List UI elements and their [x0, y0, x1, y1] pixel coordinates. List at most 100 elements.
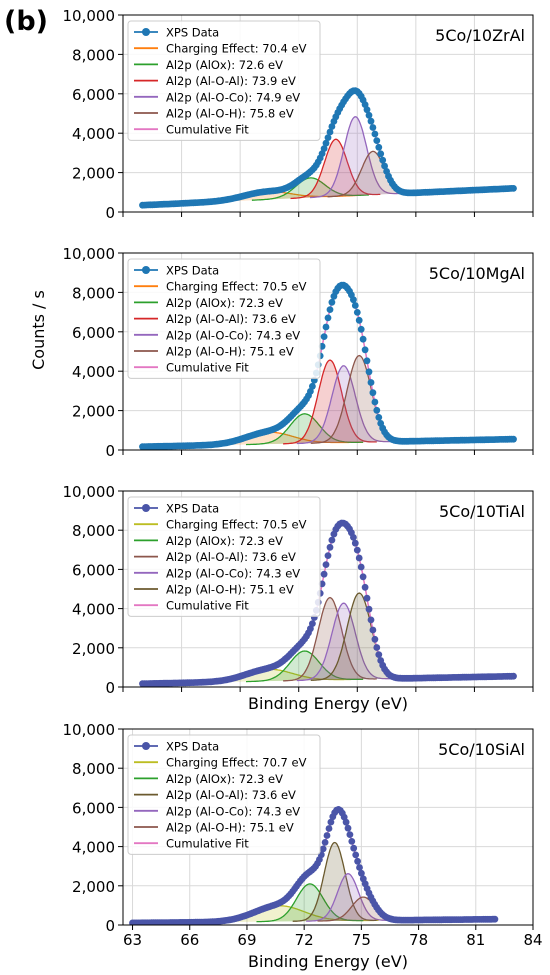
xps-data-point — [510, 185, 517, 192]
xps-data-point — [327, 818, 335, 826]
legend-box — [127, 496, 321, 617]
peak-line-2 — [251, 177, 370, 201]
legend: XPS Data Charging Effect: 70.5 eV Al2p (Al… — [127, 258, 321, 379]
x-tick-label: 78 — [409, 931, 428, 949]
legend-marker — [142, 504, 150, 512]
y-tick-label: 0 — [105, 442, 115, 460]
xps-data-point — [324, 134, 332, 142]
y-tick-label: 4,000 — [72, 363, 115, 381]
legend-box — [127, 20, 321, 141]
legend-label: Al2p (Al-O-Co): 74.3 eV — [166, 328, 300, 342]
xps-data-point — [320, 570, 328, 578]
xps-data-point — [328, 536, 336, 544]
y-tick-label: 8,000 — [72, 284, 115, 302]
legend-marker — [142, 742, 150, 750]
y-tick-label: 4,000 — [72, 601, 115, 619]
axes-frame — [122, 252, 534, 451]
xps-data-point — [321, 839, 329, 846]
xps-data-point — [357, 325, 365, 333]
xps-data-point — [369, 626, 377, 634]
peak-fill-1 — [180, 905, 379, 923]
xps-data-point — [363, 106, 371, 114]
y-tick-label: 4,000 — [72, 839, 115, 857]
xps-data-point — [365, 605, 373, 613]
sample-label: 5Co/10TiAl — [439, 502, 525, 521]
axes-frame — [122, 490, 534, 688]
peak-line-4 — [296, 602, 391, 682]
peak-fill-5 — [310, 593, 408, 681]
x-tick-label: 72 — [295, 931, 314, 949]
peak-fill-2 — [246, 651, 364, 682]
legend: XPS Data Charging Effect: 70.5 eV Al2p (Al… — [127, 496, 321, 617]
xps-data-point — [350, 844, 358, 852]
peak-fill-3 — [290, 139, 381, 199]
peak-line-3 — [290, 138, 381, 200]
xps-data-point — [348, 838, 356, 845]
legend-label: XPS Data — [166, 740, 219, 754]
xps-data-point — [307, 388, 314, 395]
y-tick-label: 0 — [105, 917, 115, 935]
legend: XPS Data Charging Effect: 70.7 eV Al2p (Al… — [127, 734, 321, 855]
xps-data-point — [373, 137, 381, 145]
y-tick-label: 10,000 — [63, 721, 116, 739]
legend-label: Al2p (Al-O-Al): 73.6 eV — [166, 550, 296, 564]
legend-label: Al2p (Al-O-H): 75.1 eV — [166, 583, 294, 597]
y-tick-label: 6,000 — [72, 324, 115, 342]
xps-data-series — [139, 281, 517, 450]
xps-data-point — [371, 635, 379, 643]
xps-data-point — [371, 130, 379, 138]
peak-line-3 — [283, 359, 377, 445]
legend-label: Cumulative Fit — [166, 837, 249, 851]
xps-data-point — [324, 552, 332, 559]
xps-data-point — [340, 813, 348, 821]
xps-data-point — [356, 864, 363, 871]
xps-data-point — [326, 128, 334, 136]
axes-frame — [122, 14, 534, 213]
peak-fill-2 — [251, 177, 369, 201]
legend: XPS Data Charging Effect: 70.4 eV Al2p (Al… — [127, 20, 321, 141]
y-tick-label: 10,000 — [63, 483, 116, 501]
peak-fill-2 — [256, 883, 364, 922]
xps-data-point — [354, 857, 361, 865]
x-axis-label: Binding Energy (eV) — [248, 694, 408, 713]
y-tick-label: 2,000 — [72, 403, 115, 421]
xps-data-point — [309, 620, 316, 627]
xps-data-point — [328, 298, 336, 306]
legend-label: Al2p (Al-O-Co): 74.9 eV — [166, 90, 300, 104]
legend-label: Al2p (Al-O-Co): 74.3 eV — [166, 566, 300, 580]
xps-data-point — [320, 145, 328, 153]
xps-data-point — [365, 368, 373, 376]
legend-label: Al2p (Al-O-Al): 73.6 eV — [166, 312, 296, 326]
xps-data-point — [319, 845, 327, 853]
xps-data-series — [129, 806, 499, 925]
xps-data-point — [322, 139, 330, 147]
xps-data-point — [358, 869, 365, 877]
plot-area — [129, 806, 499, 925]
legend-label: XPS Data — [166, 26, 219, 40]
peak-line-3 — [292, 841, 377, 922]
y-tick-label: 8,000 — [72, 522, 115, 540]
peak-fill-5 — [317, 897, 409, 921]
y-tick-label: 8,000 — [72, 760, 115, 778]
sample-label: 5Co/10MgAl — [429, 264, 525, 283]
legend-label: Al2p (AlOx): 72.3 eV — [166, 772, 283, 786]
xps-data-point — [379, 156, 387, 164]
xps-data-point — [350, 534, 357, 541]
legend-label: Al2p (AlOx): 72.6 eV — [166, 58, 283, 72]
xps-data-series — [139, 87, 517, 209]
peak-line-3 — [283, 596, 377, 682]
xps-data-point — [320, 333, 328, 340]
xps-data-point — [322, 323, 330, 331]
xps-data-point — [355, 554, 363, 562]
legend-label: Al2p (Al-O-H): 75.1 eV — [166, 821, 294, 835]
xps-data-point — [355, 316, 363, 324]
xps-data-point — [346, 831, 354, 838]
legend-label: Al2p (Al-O-Co): 74.3 eV — [166, 804, 300, 818]
y-tick-label: 2,000 — [72, 640, 115, 658]
xps-data-point — [359, 335, 367, 343]
xps-data-point — [353, 546, 361, 554]
legend-label: Al2p (Al-O-Al): 73.9 eV — [166, 74, 296, 88]
legend-label: Charging Effect: 70.5 eV — [166, 518, 307, 532]
xps-data-point — [351, 539, 359, 547]
